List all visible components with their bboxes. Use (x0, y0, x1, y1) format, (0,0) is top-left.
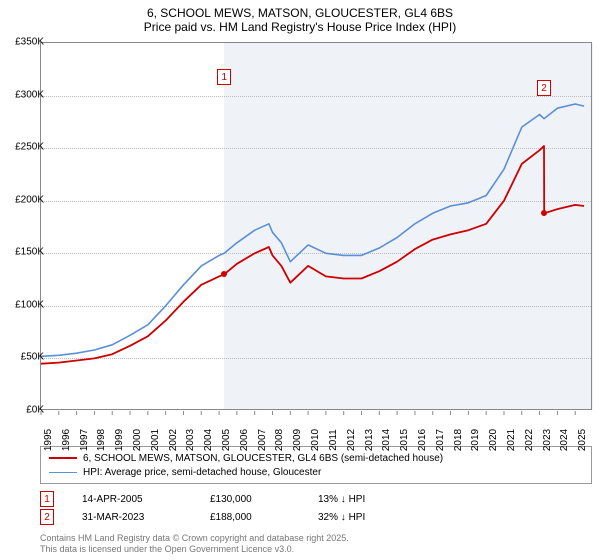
x-axis-label: 2025 (577, 429, 588, 451)
sale-price: £188,000 (210, 512, 290, 523)
x-axis-label: 2007 (257, 429, 268, 451)
chart-container: 6, SCHOOL MEWS, MATSON, GLOUCESTER, GL4 … (0, 0, 600, 560)
x-axis-label: 2002 (168, 429, 179, 451)
marker-rows: 1 14-APR-2005 £130,000 13% ↓ HPI 2 31-MAR-202… (40, 490, 592, 526)
x-axis-label: 2013 (364, 429, 375, 451)
x-axis-label: 2020 (488, 429, 499, 451)
y-axis-label: £350K (6, 37, 44, 48)
x-axis-label: 2003 (185, 429, 196, 451)
chart-title: 6, SCHOOL MEWS, MATSON, GLOUCESTER, GL4 … (0, 0, 600, 36)
y-axis-label: £300K (6, 89, 44, 100)
x-axis-label: 2011 (328, 429, 339, 451)
y-axis-label: £50K (6, 352, 44, 363)
x-axis-label: 2012 (346, 429, 357, 451)
x-axis-label: 2009 (292, 429, 303, 451)
x-axis-label: 2010 (310, 429, 321, 451)
x-axis-label: 2015 (399, 429, 410, 451)
x-axis-label: 2014 (381, 429, 392, 451)
y-axis-label: £150K (6, 247, 44, 258)
chart-svg (41, 43, 591, 409)
legend-swatch (49, 472, 77, 473)
y-axis-label: £250K (6, 142, 44, 153)
x-axis-label: 2005 (221, 429, 232, 451)
legend-item: 6, SCHOOL MEWS, MATSON, GLOUCESTER, GL4 … (49, 451, 583, 465)
plot-area: 12 (40, 42, 592, 410)
footer: Contains HM Land Registry data © Crown c… (40, 533, 349, 556)
series-hpi (41, 104, 584, 356)
series-property (41, 146, 584, 364)
footer-line-2: This data is licensed under the Open Gov… (40, 544, 349, 556)
legend-item: HPI: Average price, semi-detached house,… (49, 465, 583, 479)
x-axis-label: 2016 (417, 429, 428, 451)
x-axis-label: 2001 (150, 429, 161, 451)
sale-delta: 32% ↓ HPI (318, 512, 365, 523)
x-axis-label: 2006 (239, 429, 250, 451)
x-axis-label: 1995 (43, 429, 54, 451)
legend: 6, SCHOOL MEWS, MATSON, GLOUCESTER, GL4 … (40, 446, 592, 484)
sale-date: 14-APR-2005 (82, 494, 182, 505)
sale-record-row: 1 14-APR-2005 £130,000 13% ↓ HPI (40, 490, 592, 508)
sale-delta: 13% ↓ HPI (318, 494, 365, 505)
x-axis-label: 2023 (542, 429, 553, 451)
x-axis-label: 2008 (274, 429, 285, 451)
x-axis-label: 1997 (79, 429, 90, 451)
sale-record-marker: 1 (40, 491, 54, 507)
legend-label: HPI: Average price, semi-detached house,… (83, 467, 321, 478)
x-axis-label: 2000 (132, 429, 143, 451)
annotation-marker: 1 (217, 69, 231, 85)
x-axis-label: 2018 (453, 429, 464, 451)
sale-marker-dot (541, 210, 547, 216)
sale-marker-dot (221, 271, 227, 277)
x-axis-label: 2019 (470, 429, 481, 451)
x-axis-label: 1998 (96, 429, 107, 451)
x-axis-label: 2017 (435, 429, 446, 451)
x-axis-label: 2022 (524, 429, 535, 451)
title-line-1: 6, SCHOOL MEWS, MATSON, GLOUCESTER, GL4 … (0, 6, 600, 20)
footer-line-1: Contains HM Land Registry data © Crown c… (40, 533, 349, 545)
y-axis-label: £0K (6, 405, 44, 416)
sale-price: £130,000 (210, 494, 290, 505)
x-axis-label: 2004 (203, 429, 214, 451)
title-line-2: Price paid vs. HM Land Registry's House … (0, 20, 600, 34)
legend-swatch (49, 457, 77, 459)
y-axis-label: £200K (6, 194, 44, 205)
x-axis-label: 1996 (61, 429, 72, 451)
legend-label: 6, SCHOOL MEWS, MATSON, GLOUCESTER, GL4 … (83, 453, 443, 464)
sale-record-row: 2 31-MAR-2023 £188,000 32% ↓ HPI (40, 508, 592, 526)
annotation-marker: 2 (537, 80, 551, 96)
sale-record-marker: 2 (40, 509, 54, 525)
x-axis-label: 2024 (559, 429, 570, 451)
y-axis-label: £100K (6, 299, 44, 310)
x-axis-label: 1999 (114, 429, 125, 451)
x-axis-label: 2021 (506, 429, 517, 451)
sale-date: 31-MAR-2023 (82, 512, 182, 523)
